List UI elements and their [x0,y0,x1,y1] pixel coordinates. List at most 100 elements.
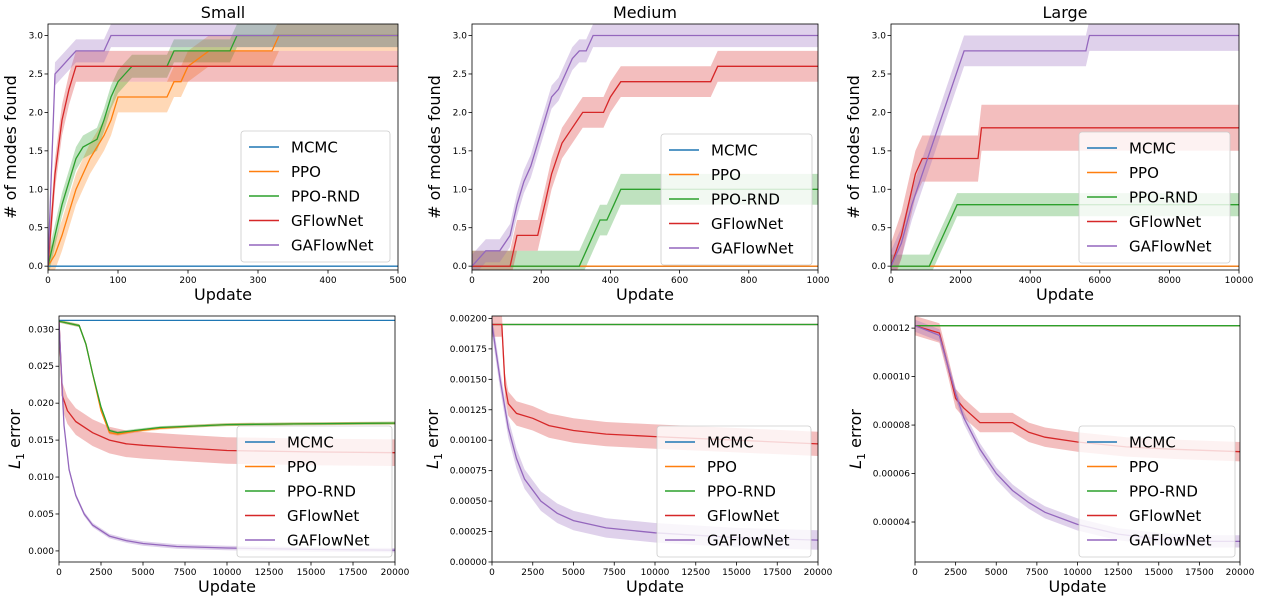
series-line-gflownet [891,127,1239,267]
x-tick-label: 8000 [1158,276,1181,286]
series-line-gflownet [472,65,818,267]
x-tick-label: 0 [888,276,894,286]
x-axis-label: Update [616,285,674,304]
y-tick-label: 2.0 [29,108,44,118]
x-axis-label: Update [198,577,256,596]
series-line-ppo [59,320,395,435]
y-axis-label: # of modes found [844,75,863,219]
y-tick-label: 0.00100 [450,436,487,446]
y-tick-label: 0.00006 [873,470,910,480]
x-tick-label: 12500 [255,568,284,578]
x-tick-label: 400 [319,276,336,286]
legend-entry: PPO-RND [1129,189,1198,207]
legend: MCMC PPO PPO-RND GFlowNet GAFlowNet [660,133,813,266]
legend-entry: MCMC [1129,140,1176,158]
x-tick-label: 300 [249,276,266,286]
legend-entry: PPO [1129,458,1159,476]
legend-entry: MCMC [1129,434,1176,452]
series-band-ppo [59,319,395,436]
legend-box [656,425,812,558]
legend: MCMC PPO PPO-RND GFlowNet GAFlowNet [240,130,391,263]
legend-entry: GFlowNet [711,215,783,233]
y-axis-label: L1 error [5,409,27,469]
axes-frame [890,23,1240,271]
legend: MCMC PPO PPO-RND GFlowNet GAFlowNet [1078,131,1231,264]
y-tick-label: 0.00175 [450,345,487,355]
x-tick-label: 200 [533,276,550,286]
x-tick-label: 0 [912,568,918,578]
x-tick-label: 10000 [641,568,670,578]
series-line-gaflownet [48,34,398,267]
legend-entry: PPO [707,458,737,476]
y-tick-label: 1.5 [453,147,467,157]
legend-entry: GFlowNet [1129,507,1201,525]
x-tick-label: 17500 [339,568,368,578]
series-band-gflownet [48,50,398,270]
y-tick-label: 0.00000 [450,558,487,568]
legend-entry: PPO [711,166,741,184]
y-tick-label: 0.00150 [450,375,487,385]
chart-title: Large [1042,3,1087,22]
y-tick-label: 0.00200 [450,314,487,324]
series-line-gaflownet [891,34,1239,267]
y-tick-label: 0.015 [28,436,54,446]
y-tick-label: 3.0 [872,32,887,42]
x-tick-label: 6000 [1088,276,1111,286]
y-tick-label: 1.0 [872,185,887,195]
legend-box [240,130,391,263]
series-line-ppo [48,34,398,267]
y-tick-label: 2.0 [872,108,887,118]
y-tick-label: 3.0 [29,32,44,42]
y-tick-label: 0.0 [29,262,44,272]
legend-entry: GAFlowNet [707,532,790,550]
series-line-gaflownet [59,321,395,551]
chart-1: Medium 0 200 400 600 800 1000 0.0 0.5 1.0 1.5 2.0 2.… [425,3,830,304]
series-band-gaflownet [472,24,818,270]
axes-frame [471,23,819,271]
x-tick-label: 7500 [603,568,626,578]
x-tick-label: 10000 [1063,568,1092,578]
series-band-gflownet [472,50,818,270]
y-tick-label: 0.00004 [873,518,910,528]
legend-entry: PPO-RND [1129,483,1198,501]
legend-entry: GAFlowNet [291,237,374,255]
legend-entry: PPO [291,163,321,181]
legend-entry: PPO-RND [291,188,360,206]
plot-area [915,316,1240,548]
x-tick-label: 5000 [562,568,585,578]
y-tick-label: 0.5 [872,224,886,234]
y-tick-label: 1.0 [453,185,468,195]
x-axis-label: Update [194,285,252,304]
x-tick-label: 20000 [804,568,833,578]
legend-entry: PPO-RND [707,483,776,501]
x-tick-label: 20000 [381,568,410,578]
x-tick-label: 600 [671,276,688,286]
legend-entry: PPO-RND [711,191,780,209]
series-band-ppo-rnd [59,319,395,435]
y-tick-label: 0.0 [453,262,468,272]
legend: MCMC PPO PPO-RND GFlowNet GAFlowNet [1078,425,1236,558]
y-tick-label: 0.025 [28,362,54,372]
x-tick-label: 0 [469,276,475,286]
legend-entry: MCMC [287,434,334,452]
legend-entry: MCMC [291,139,338,157]
y-tick-label: 0.00075 [450,467,487,477]
y-axis-label: # of modes found [425,75,444,219]
chart-title: Small [201,3,245,22]
x-tick-label: 7500 [1025,568,1048,578]
legend: MCMC PPO PPO-RND GFlowNet GAFlowNet [656,425,812,558]
x-tick-label: 12500 [681,568,710,578]
x-tick-label: 17500 [763,568,792,578]
x-axis-label: Update [626,577,684,596]
series-band-ppo [48,24,398,270]
x-tick-label: 400 [602,276,619,286]
y-tick-label: 2.0 [453,108,468,118]
plot-area [48,24,398,270]
x-tick-label: 15000 [1144,568,1173,578]
y-tick-label: 0.00008 [873,421,910,431]
y-axis-label: L1 error [846,409,868,469]
x-tick-label: 1000 [807,276,830,286]
y-tick-label: 0.00025 [450,528,487,538]
x-tick-label: 12500 [1104,568,1133,578]
